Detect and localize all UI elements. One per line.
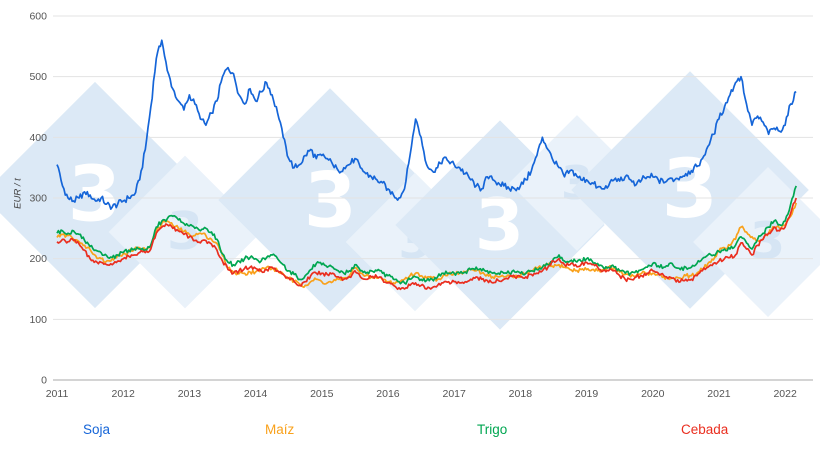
x-tick-label: 2014 [244, 388, 268, 400]
x-tick-label: 2020 [641, 388, 665, 400]
legend: Soja Maíz Trigo Cebada [0, 414, 820, 450]
y-tick-label: 300 [29, 193, 47, 205]
x-tick-label: 2018 [509, 388, 533, 400]
y-tick-label: 0 [41, 375, 47, 387]
legend-label-soja: Soja [83, 422, 111, 437]
series-line-cebada [56, 197, 798, 291]
x-tick-label: 2021 [707, 388, 731, 400]
x-tick-label: 2012 [112, 388, 136, 400]
x-tick-label: 2013 [178, 388, 202, 400]
series-line-soja [56, 39, 797, 210]
y-tick-label: 200 [29, 253, 47, 265]
x-tick-label: 2022 [773, 388, 797, 400]
legend-label-cebada: Cebada [681, 422, 729, 437]
y-tick-label: 500 [29, 71, 47, 83]
x-tick-label: 2017 [442, 388, 466, 400]
series-line-trigo [56, 185, 797, 285]
x-tick-label: 2019 [575, 388, 599, 400]
legend-label-trigo: Trigo [477, 422, 508, 437]
x-tick-label: 2011 [46, 388, 69, 400]
y-tick-label: 400 [29, 132, 47, 144]
x-tick-label: 2016 [376, 388, 400, 400]
legend-label-maiz: Maíz [265, 422, 295, 437]
y-tick-label: 100 [29, 314, 47, 326]
chart-svg: 0 100 200 300 400 500 600 2011 2012 2013 2014 2015 2… [29, 11, 813, 400]
x-tick-label: 2015 [310, 388, 334, 400]
y-tick-label: 600 [29, 11, 47, 23]
y-axis-title: EUR / t [12, 178, 24, 209]
series-line-maiz [56, 202, 798, 289]
